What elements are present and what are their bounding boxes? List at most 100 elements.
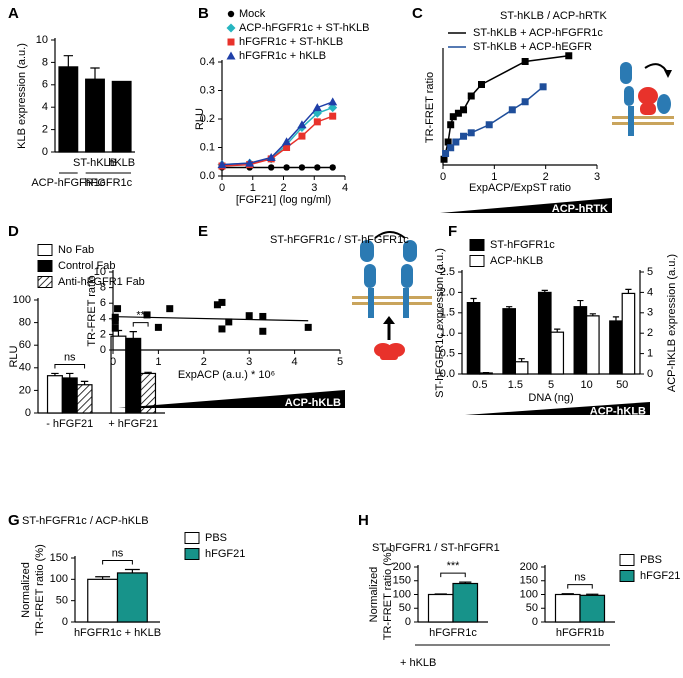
y-tick-label: 1.5 — [440, 307, 455, 319]
marker — [225, 318, 233, 326]
marker — [444, 138, 452, 146]
marker — [245, 158, 255, 167]
ramp-label: ACP-hKLB — [285, 397, 341, 409]
marker — [227, 38, 235, 46]
marker — [143, 311, 151, 319]
y-axis-label: Normalized — [368, 567, 380, 623]
y-tick-label: 2 — [42, 124, 48, 136]
marker — [521, 58, 529, 65]
significance-label: ** — [136, 310, 145, 322]
marker — [245, 312, 253, 320]
x-tick-label: 0 — [440, 171, 446, 183]
y-tick-label: 100 — [520, 588, 538, 600]
marker — [283, 144, 291, 151]
y-tick-label: 0.1 — [200, 141, 215, 153]
x-tick-label: 4 — [342, 182, 348, 194]
x-tick-label: hFGFR1b — [556, 627, 604, 639]
panel-letter: G — [8, 512, 20, 529]
legend-swatch — [184, 532, 200, 544]
marker — [217, 160, 227, 169]
y-tick-label: 80 — [19, 317, 31, 329]
y-tick-label: 150 — [393, 575, 411, 587]
x-tick-label: 3 — [246, 356, 252, 368]
marker — [508, 106, 516, 114]
error-bar — [459, 581, 472, 584]
y-tick-label: 0 — [25, 407, 31, 419]
y-tick-label: 0.3 — [200, 84, 215, 96]
x-tick-label: 10 — [580, 379, 592, 391]
marker — [227, 10, 235, 18]
marker — [478, 81, 485, 88]
bar — [58, 66, 79, 153]
x-tick-label: hFGFR1c — [429, 627, 477, 639]
marker — [329, 112, 337, 120]
marker — [460, 132, 468, 140]
legend-label: PBS — [205, 532, 227, 544]
marker — [283, 164, 290, 171]
legend-swatch — [37, 276, 53, 288]
x-tick-label: 1 — [250, 182, 256, 194]
y-tick-label: 0.4 — [200, 56, 215, 68]
y-tick-label: 200 — [393, 561, 411, 573]
y2-axis-label: ACP-hKLB expression (a.u.) — [666, 254, 678, 392]
marker — [539, 83, 547, 91]
significance-bracket — [567, 584, 593, 589]
significance-bracket — [132, 322, 149, 327]
y-tick-label: 0 — [405, 616, 411, 628]
x-tick-label: 50 — [616, 379, 628, 391]
x-axis-label: ExpACP (a.u.) * 10⁶ — [178, 369, 275, 381]
bar — [466, 302, 481, 375]
chart-title: ST-hFGFR1c / ST-hFGFR1c — [270, 234, 409, 246]
y-tick-label: 1.0 — [440, 327, 455, 339]
fit-line — [115, 316, 309, 322]
significance-bracket — [54, 363, 86, 369]
legend-swatch — [37, 260, 53, 272]
marker — [442, 150, 450, 157]
ramp-label: ACP-hKLB — [590, 406, 646, 418]
marker — [297, 120, 307, 129]
bar — [550, 331, 565, 375]
y-axis-label: TR-FRET ratio — [86, 275, 98, 346]
marker — [111, 324, 119, 332]
error-bar — [612, 316, 620, 321]
bar — [573, 306, 588, 375]
x-tick-label: hFGFR1c + hKLB — [74, 627, 161, 639]
error-bar — [51, 372, 59, 376]
bar — [116, 572, 148, 623]
y-tick-label: 8 — [100, 282, 106, 294]
marker — [154, 323, 162, 331]
y-axis-label: Normalized — [20, 562, 32, 618]
marker — [485, 121, 493, 129]
legend-label: ST-hFGFR1c — [490, 239, 555, 251]
legend-swatch — [37, 244, 53, 256]
y-tick-label: 0 — [100, 344, 106, 356]
marker — [259, 312, 267, 320]
y-tick-label: 0.0 — [200, 170, 215, 182]
y-tick-label: 2 — [100, 328, 106, 340]
marker — [329, 164, 336, 171]
y2-tick-label: 0 — [647, 368, 653, 380]
marker — [266, 152, 276, 161]
ramp-label: ACP-hRTK — [552, 203, 608, 215]
y-tick-label: 6 — [100, 297, 106, 309]
legend-label: hFGFR1c + hKLB — [239, 50, 326, 62]
marker — [114, 305, 122, 313]
error-bar — [63, 55, 73, 67]
bar — [111, 80, 132, 153]
y-tick-label: 50 — [56, 595, 68, 607]
marker — [313, 118, 321, 126]
y-tick-label: 0 — [42, 146, 48, 158]
significance-label: ns — [64, 351, 76, 363]
y-axis-label: TR-FRET ratio — [424, 72, 436, 143]
chart-title: ST-hFGFR1c / ACP-hKLB — [22, 515, 149, 527]
legend-swatch — [469, 239, 485, 251]
marker — [440, 155, 448, 163]
x-tick-label: 0.5 — [472, 379, 487, 391]
marker — [328, 97, 338, 106]
panel-letter: A — [8, 5, 19, 22]
receptor-cartoon — [612, 62, 674, 136]
marker — [304, 323, 312, 331]
panel-letter: E — [198, 223, 208, 240]
legend-label: ACP-hFGFR1c + ST-hKLB — [239, 22, 370, 34]
